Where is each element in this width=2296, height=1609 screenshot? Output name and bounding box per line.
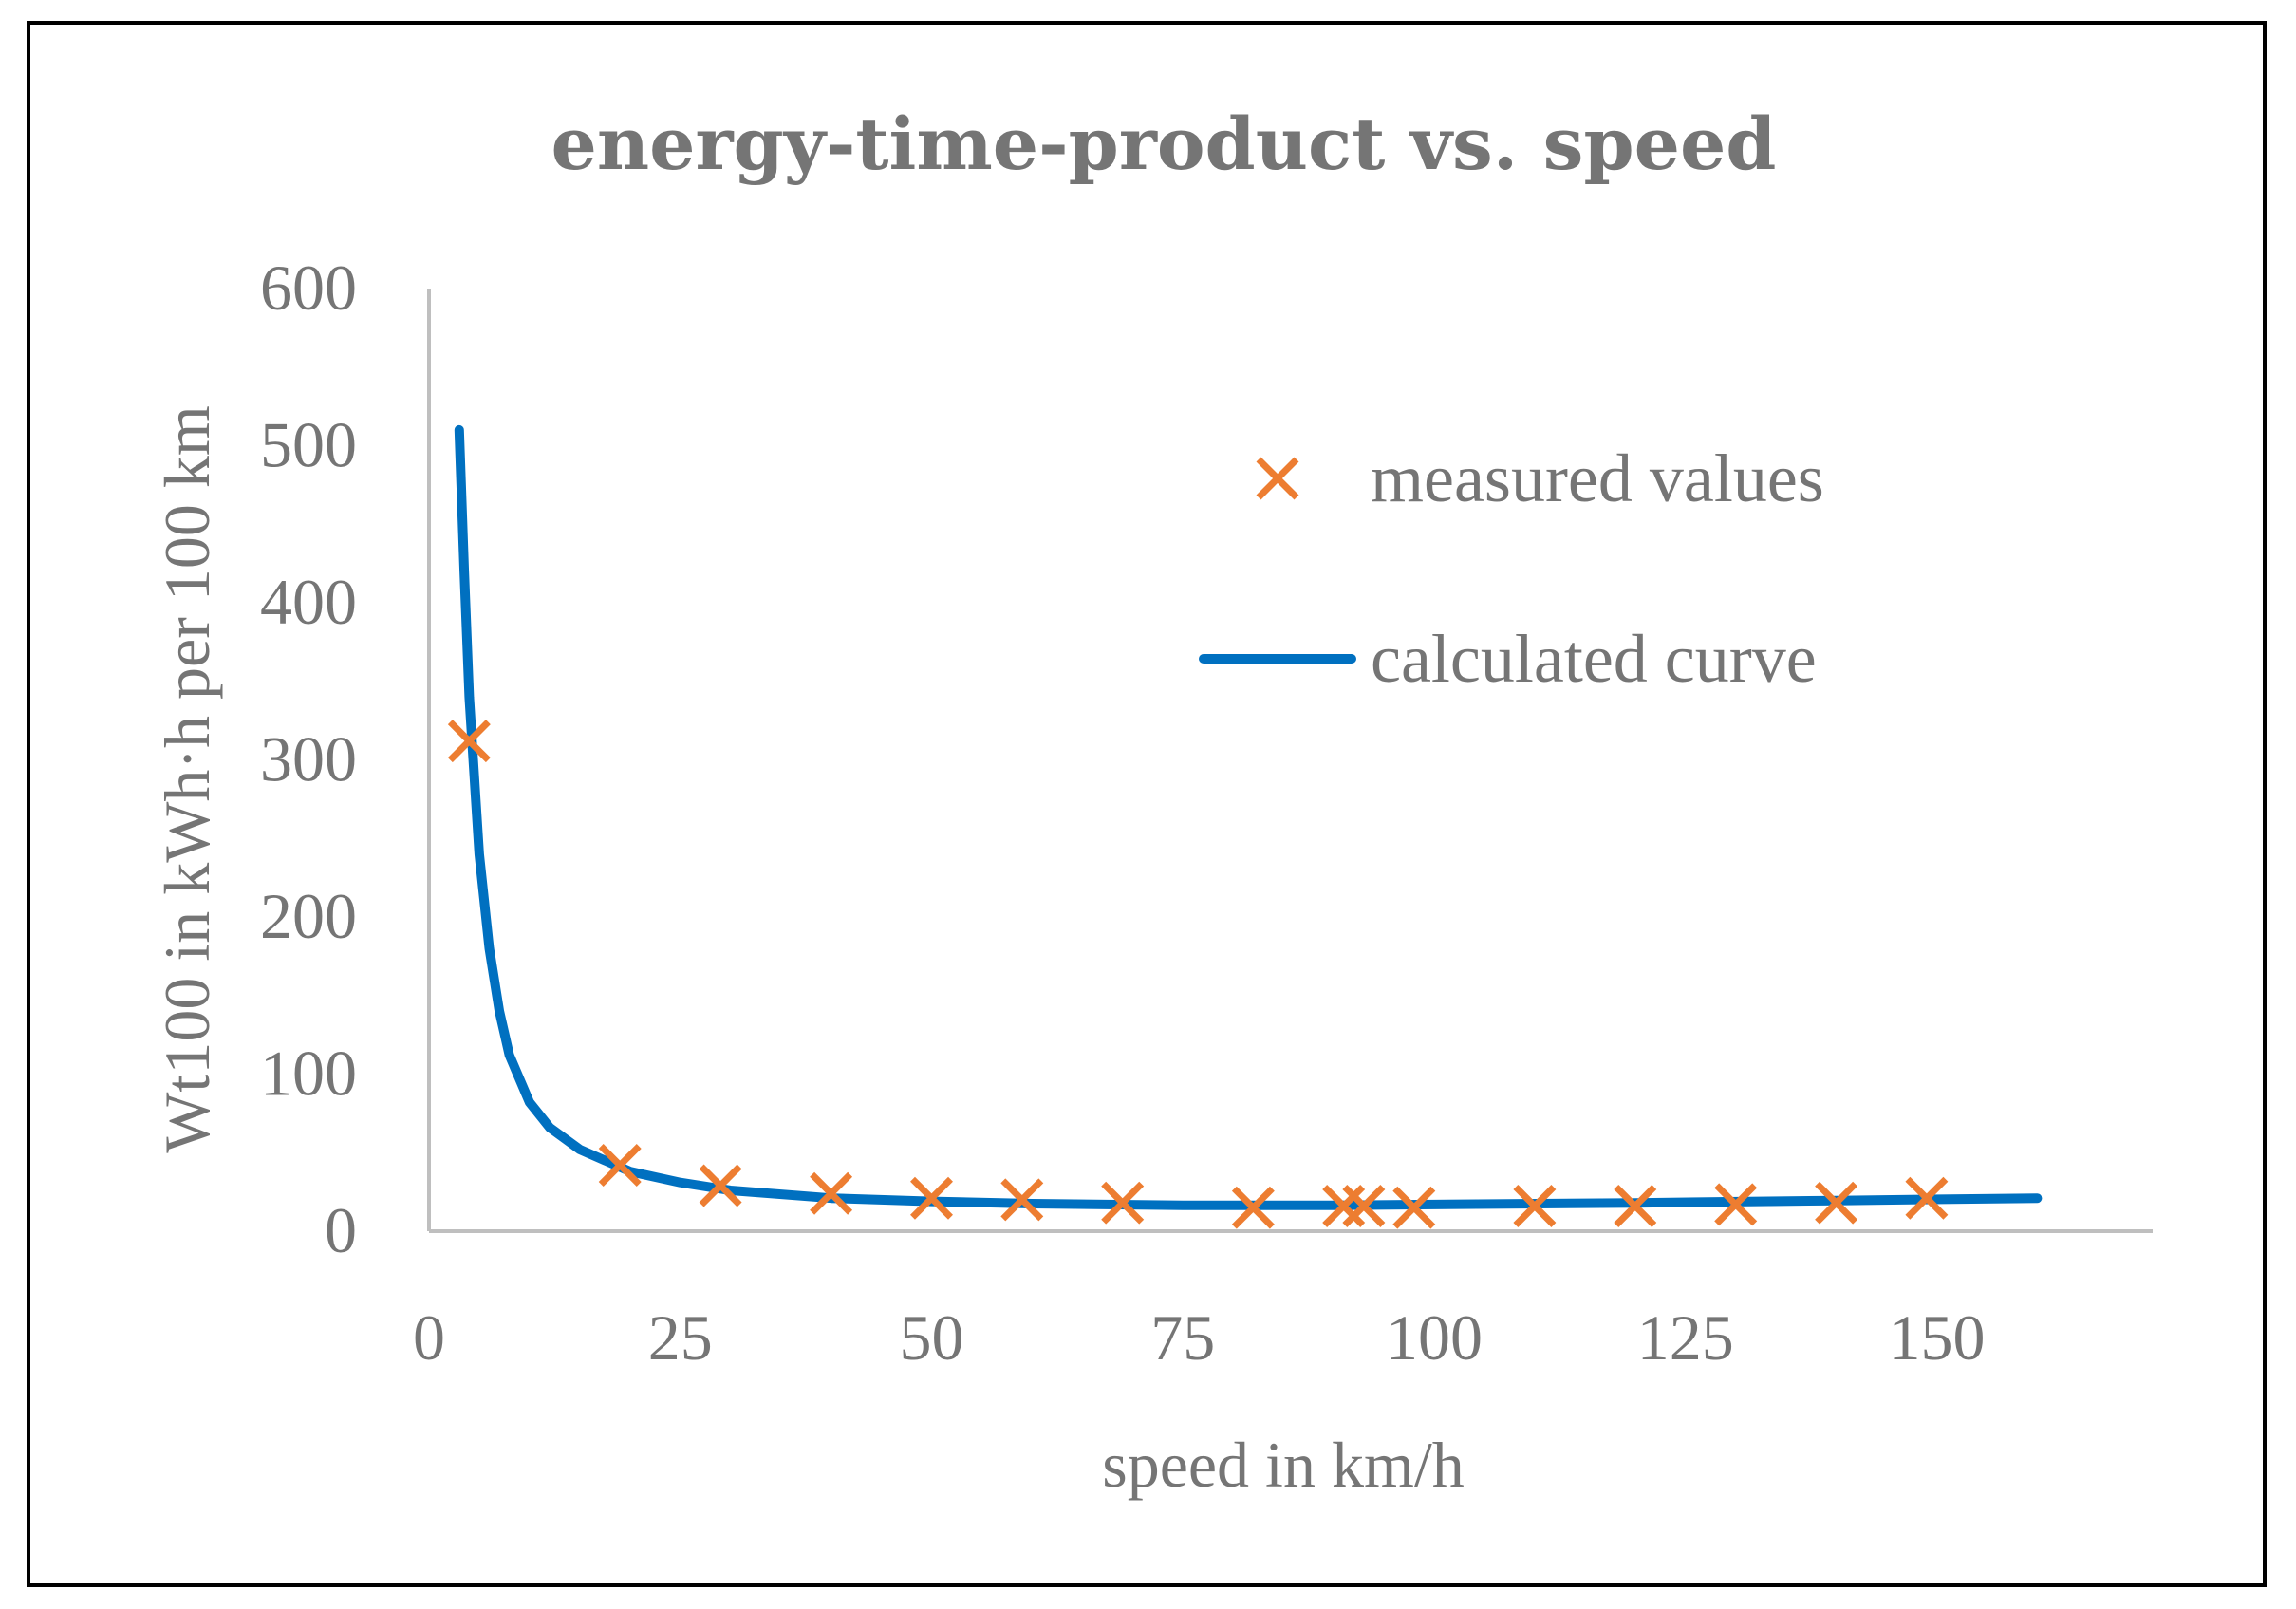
x-tick-label: 150 <box>1889 1301 1986 1374</box>
x-tick-label: 100 <box>1386 1301 1483 1374</box>
calculated-curve-line <box>454 424 2043 1210</box>
x-tick-label: 25 <box>648 1301 713 1374</box>
legend-label-measured: measured values <box>1371 440 1824 516</box>
y-tick-label: 100 <box>260 1038 357 1110</box>
chart-title: energy-time-product vs. speed <box>551 102 1777 186</box>
measured-value-marker <box>1101 1181 1145 1225</box>
measured-value-marker <box>447 720 491 763</box>
measured-value-marker <box>1231 1186 1275 1229</box>
measured-value-marker <box>699 1164 742 1207</box>
y-tick-label: 0 <box>325 1194 357 1266</box>
legend-label-calculated: calculated curve <box>1371 621 1817 697</box>
measured-value-marker <box>1342 1185 1386 1227</box>
measured-markers-layer <box>447 720 1949 1229</box>
axes: 0 100 200 300 400 500 600 0 25 50 75 100 125 150 speed… <box>151 252 2153 1501</box>
legend-marker-measured <box>1256 457 1299 500</box>
measured-value-marker <box>910 1176 953 1220</box>
y-tick-label: 200 <box>260 880 357 952</box>
calculated-curve-layer <box>454 424 2043 1210</box>
measured-value-marker <box>1905 1176 1949 1220</box>
y-axis-label: Wt100 in kWh·h per 100 km <box>151 405 223 1153</box>
x-tick-label: 0 <box>413 1301 445 1374</box>
measured-value-marker <box>1000 1178 1044 1222</box>
x-tick-label: 125 <box>1637 1301 1734 1374</box>
measured-value-marker <box>1815 1181 1858 1225</box>
y-tick-label: 300 <box>260 723 357 795</box>
y-tick-label: 500 <box>260 409 357 481</box>
measured-value-marker <box>810 1171 853 1215</box>
measured-value-marker <box>1614 1185 1657 1227</box>
legend: measured values calculated curve <box>1199 440 1824 697</box>
y-tick-label: 400 <box>260 566 357 638</box>
measured-value-marker <box>1513 1185 1557 1227</box>
y-tick-label: 600 <box>260 252 357 324</box>
x-tick-label: 75 <box>1150 1301 1215 1374</box>
x-tick-label: 50 <box>900 1301 964 1374</box>
chart-frame: energy-time-product vs. speed 0 100 200 300… <box>27 21 2267 1587</box>
measured-value-marker <box>598 1144 642 1187</box>
measured-value-marker <box>1392 1186 1436 1229</box>
measured-value-marker <box>1714 1183 1758 1226</box>
measured-value-marker <box>1322 1185 1366 1227</box>
x-axis-label: speed in km/h <box>1102 1429 1465 1501</box>
chart-svg: energy-time-product vs. speed 0 100 200 300… <box>151 102 2153 1501</box>
